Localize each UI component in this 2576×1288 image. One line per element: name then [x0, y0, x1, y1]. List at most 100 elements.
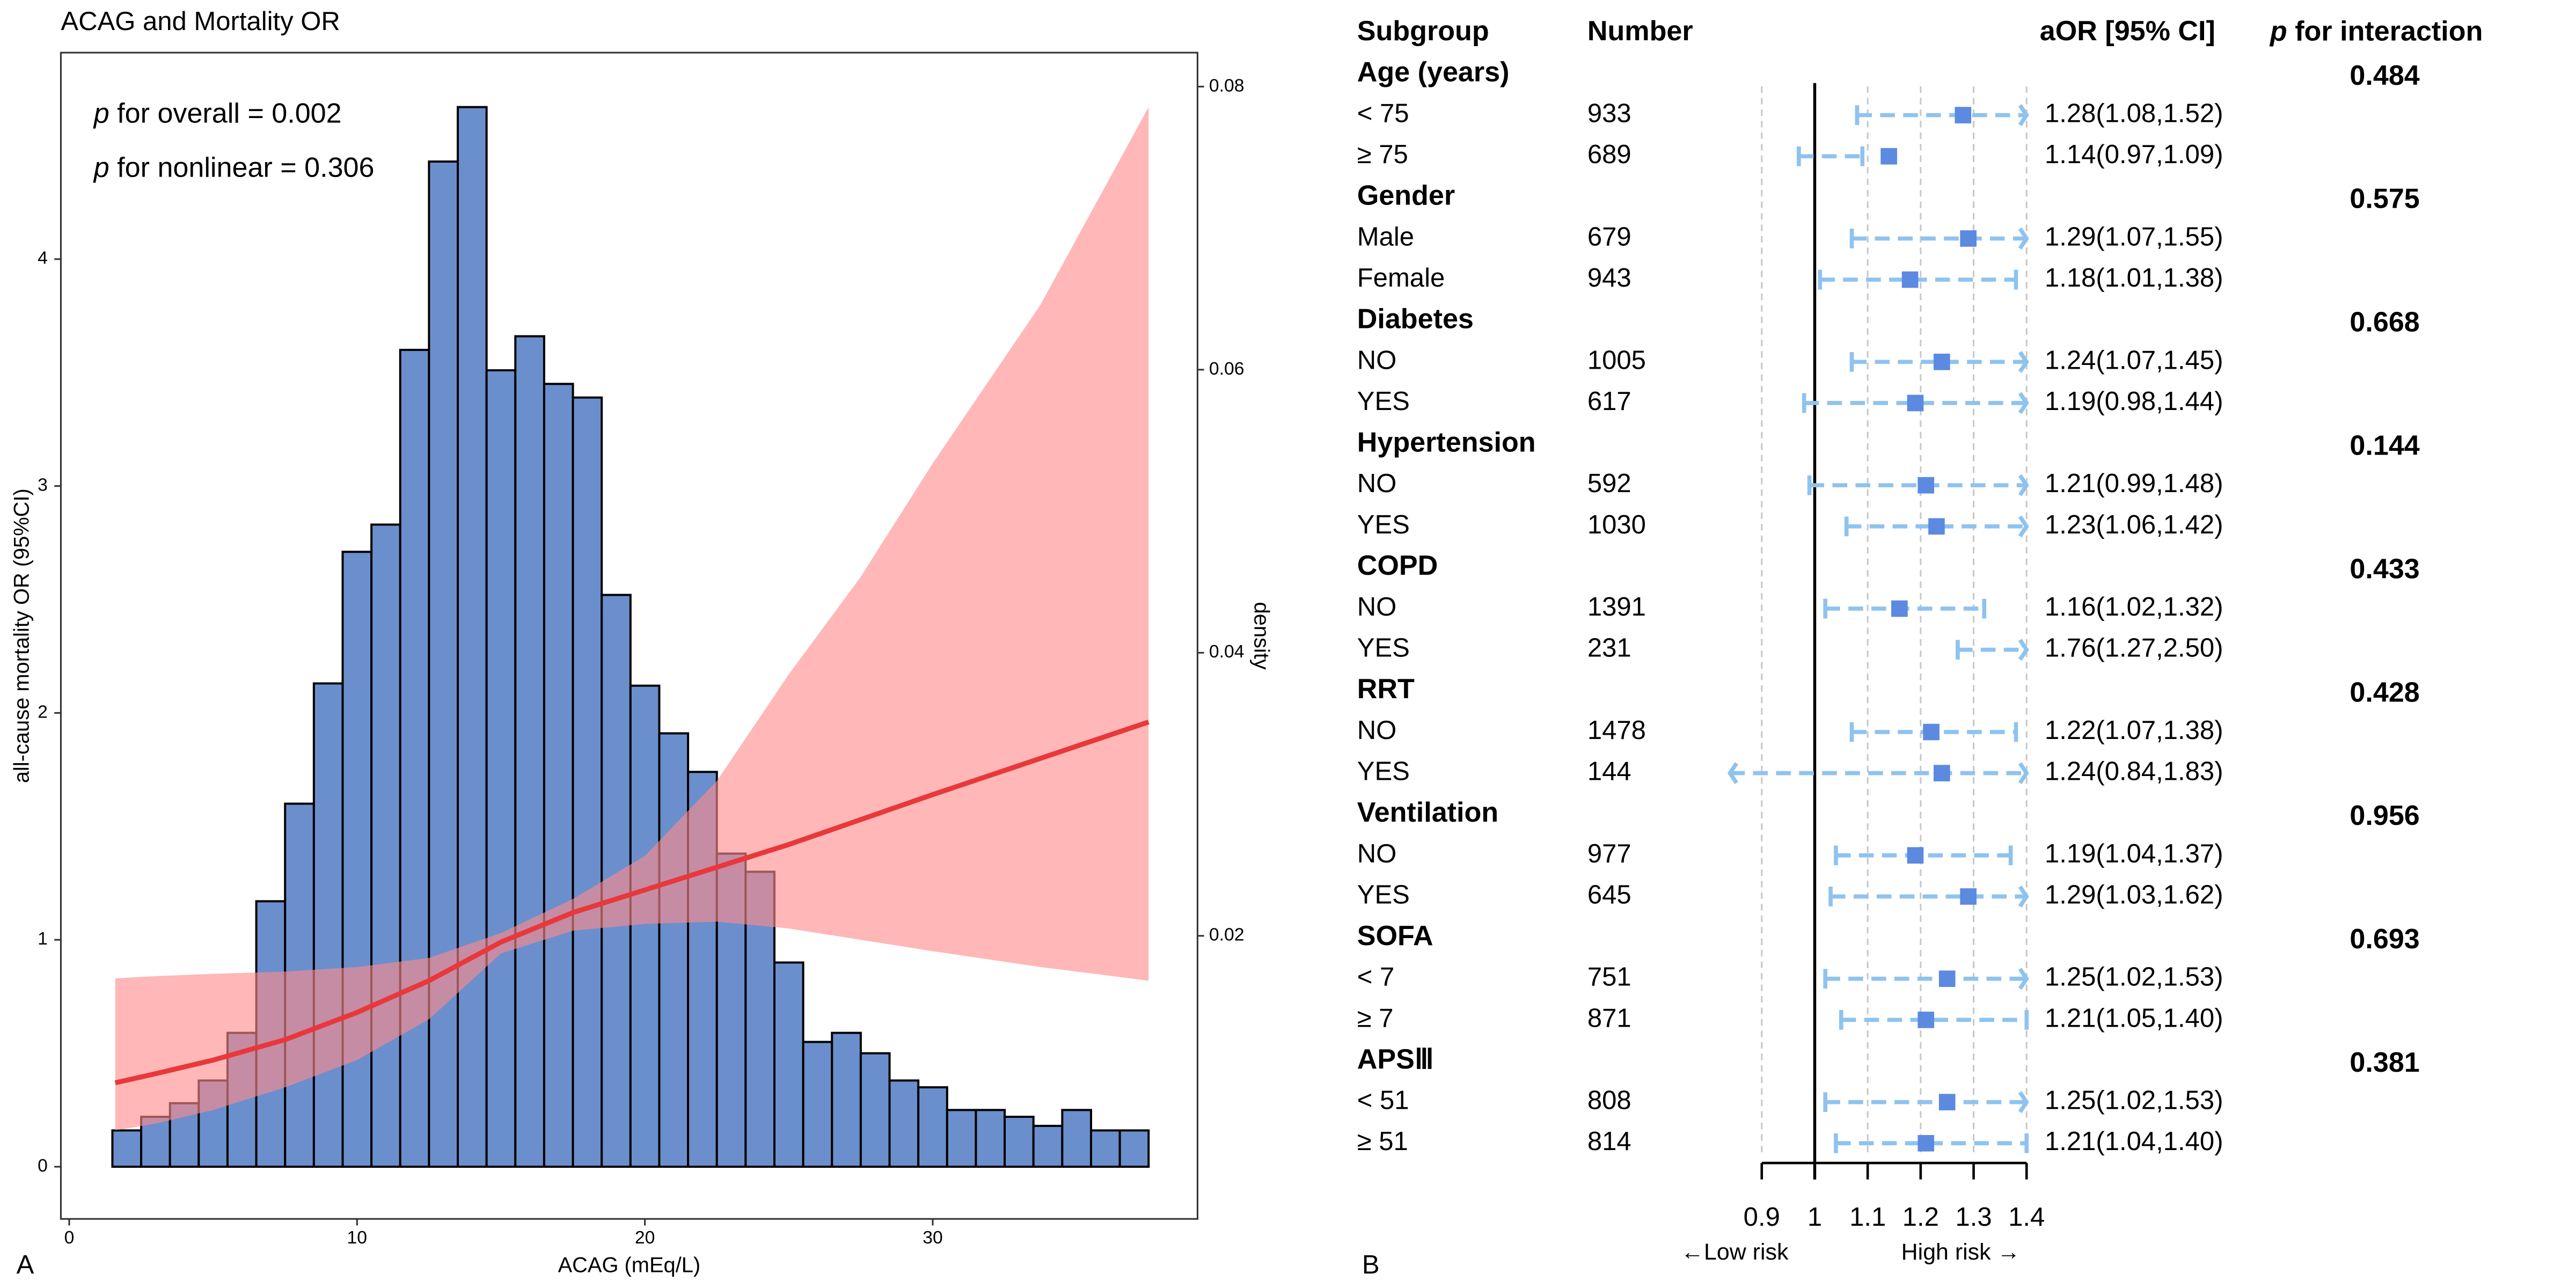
- y-tick-label: 1: [38, 928, 48, 949]
- p-interaction: 0.484: [2350, 60, 2419, 91]
- row-number: 144: [1587, 757, 1631, 786]
- value-label: 1.19(1.04,1.37): [2045, 839, 2223, 868]
- row-label: NO: [1357, 716, 1397, 745]
- histogram-bar: [1061, 1109, 1092, 1168]
- histogram-bar: [629, 684, 661, 1168]
- ci-arrow-high: [2018, 968, 2029, 990]
- value-label: 1.25(1.02,1.53): [2045, 1086, 2223, 1115]
- row-label: ≥ 75: [1357, 140, 1408, 169]
- row-number: 933: [1587, 99, 1631, 128]
- value-label: 1.29(1.03,1.62): [2045, 880, 2223, 909]
- ci-arrow-high: [2018, 350, 2029, 373]
- x-tick-label: 1.3: [1955, 1203, 1992, 1232]
- or-marker: [1907, 847, 1924, 864]
- ci-arrow-high: [2018, 885, 2029, 908]
- histogram-bar: [859, 1052, 891, 1168]
- p-interaction: 0.428: [2350, 677, 2419, 708]
- row-number: 645: [1587, 880, 1631, 909]
- ci-arrow-high: [2018, 104, 2029, 127]
- histogram-bar: [428, 160, 459, 1168]
- value-label: 1.21(1.05,1.40): [2045, 1004, 2223, 1033]
- header-p: p: [2269, 16, 2287, 47]
- row-number: 751: [1587, 963, 1631, 992]
- p-interaction: 0.575: [2350, 184, 2419, 215]
- panel-label: B: [1362, 1250, 1380, 1279]
- row-label: YES: [1357, 387, 1410, 416]
- ci-arrow-high: [2018, 639, 2029, 661]
- x-tick-label: 1: [1807, 1203, 1822, 1232]
- value-label: 1.24(1.07,1.45): [2045, 346, 2223, 375]
- row-label: < 75: [1357, 99, 1409, 128]
- annotation: p for overall = 0.002: [93, 98, 342, 129]
- plot-frame: [60, 52, 1198, 1220]
- or-marker: [1918, 1012, 1935, 1028]
- row-number: 977: [1587, 839, 1631, 868]
- annotation: p for nonlinear = 0.306: [93, 152, 375, 183]
- row-label: NO: [1357, 592, 1397, 621]
- or-marker: [1907, 394, 1924, 412]
- value-label: 1.29(1.07,1.55): [2045, 222, 2223, 251]
- ci-arrow-high: [2018, 1091, 2029, 1114]
- row-label: ≥ 51: [1357, 1127, 1408, 1156]
- p-interaction: 0.693: [2350, 924, 2419, 955]
- histogram-bar: [111, 1129, 143, 1168]
- or-marker: [1938, 1094, 1956, 1110]
- group-label: COPD: [1357, 550, 1438, 581]
- histogram-bar: [1118, 1129, 1150, 1168]
- value-label: 1.24(0.84,1.83): [2045, 757, 2223, 786]
- row-number: 1030: [1587, 510, 1646, 539]
- ci-arrow-high: [2018, 392, 2029, 414]
- histogram-bar: [1089, 1129, 1121, 1168]
- histogram-bar: [773, 961, 804, 1168]
- row-label: Male: [1357, 222, 1414, 251]
- y-axis-label: all-cause mortality OR (95%CI): [10, 488, 33, 783]
- histogram-bar: [485, 369, 517, 1168]
- histogram-bar: [917, 1086, 948, 1168]
- histogram-bar: [975, 1109, 1006, 1168]
- row-label: < 51: [1357, 1086, 1409, 1115]
- or-curve: [114, 719, 1150, 1086]
- x-tick-label: 0: [64, 1227, 75, 1248]
- or-marker: [1934, 765, 1950, 781]
- panel-label: A: [17, 1250, 34, 1279]
- or-marker: [1923, 723, 1940, 741]
- x-tick-label: 1.2: [1902, 1203, 1939, 1232]
- y-tick-label: 3: [38, 475, 48, 495]
- group-label: Age (years): [1357, 57, 1510, 88]
- ci-arrow-high: [2018, 227, 2029, 250]
- or-marker: [1901, 271, 1919, 288]
- x-tick-label: 1.1: [1849, 1203, 1886, 1232]
- histogram-bar: [802, 1041, 833, 1168]
- histogram-bar: [514, 335, 545, 1168]
- value-label: 1.76(1.27,2.50): [2045, 634, 2223, 663]
- y-tick-label: 0: [38, 1155, 48, 1176]
- group-label: APSⅢ: [1357, 1044, 1434, 1075]
- y-tick-label: 4: [38, 248, 48, 268]
- or-marker: [1960, 888, 1977, 905]
- histogram-bar: [457, 106, 488, 1168]
- row-number: 1391: [1587, 592, 1646, 621]
- row-label: NO: [1357, 839, 1397, 868]
- value-label: 1.28(1.08,1.52): [2045, 99, 2223, 128]
- histogram-bar: [370, 523, 401, 1168]
- row-number: 231: [1587, 634, 1631, 663]
- or-marker: [1938, 970, 1956, 987]
- value-label: 1.19(0.98,1.44): [2045, 387, 2223, 416]
- x-axis-label: ACAG (mEq/L): [558, 1254, 701, 1277]
- ci-arrow-high: [2018, 515, 2029, 538]
- y2-tick-label: 0.04: [1209, 641, 1245, 662]
- or-marker: [1960, 230, 1977, 247]
- x-tick-label: 1.4: [2008, 1203, 2045, 1232]
- p-interaction: 0.381: [2350, 1047, 2419, 1078]
- row-number: 943: [1587, 264, 1631, 292]
- value-label: 1.21(0.99,1.48): [2045, 469, 2223, 498]
- value-label: 1.21(1.04,1.40): [2045, 1127, 2223, 1156]
- x-tick-label: 30: [923, 1227, 943, 1248]
- annotation-text: for nonlinear = 0.306: [117, 152, 374, 183]
- p-interaction: 0.144: [2350, 430, 2419, 461]
- value-label: 1.25(1.02,1.53): [2045, 963, 2223, 992]
- value-label: 1.18(1.01,1.38): [2045, 264, 2223, 292]
- row-number: 808: [1587, 1086, 1631, 1115]
